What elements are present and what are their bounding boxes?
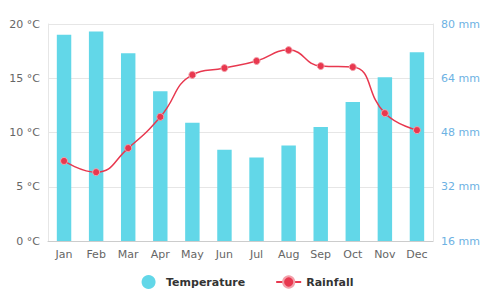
svg-text:48 mm: 48 mm xyxy=(441,126,480,139)
svg-text:20 °C: 20 °C xyxy=(9,18,40,31)
svg-text:May: May xyxy=(181,248,204,261)
svg-text:5 °C: 5 °C xyxy=(16,180,40,193)
svg-text:Rainfall: Rainfall xyxy=(306,276,353,289)
svg-text:Sep: Sep xyxy=(310,248,331,261)
svg-text:16 mm: 16 mm xyxy=(441,235,480,248)
svg-text:15 °C: 15 °C xyxy=(9,72,40,85)
svg-text:64 mm: 64 mm xyxy=(441,72,480,85)
svg-text:Aug: Aug xyxy=(278,248,299,261)
svg-text:Feb: Feb xyxy=(86,248,105,261)
svg-text:Oct: Oct xyxy=(343,248,363,261)
svg-text:Jul: Jul xyxy=(249,248,263,261)
svg-text:Jan: Jan xyxy=(55,248,73,261)
svg-text:80 mm: 80 mm xyxy=(441,18,480,31)
svg-text:10 °C: 10 °C xyxy=(9,126,40,139)
svg-text:Nov: Nov xyxy=(374,248,396,261)
svg-text:32 mm: 32 mm xyxy=(441,180,480,193)
svg-text:Jun: Jun xyxy=(215,248,233,261)
svg-text:Apr: Apr xyxy=(151,248,171,261)
svg-text:Mar: Mar xyxy=(118,248,139,261)
svg-text:Temperature: Temperature xyxy=(166,276,245,289)
svg-text:0 °C: 0 °C xyxy=(16,235,40,248)
svg-text:Dec: Dec xyxy=(406,248,427,261)
